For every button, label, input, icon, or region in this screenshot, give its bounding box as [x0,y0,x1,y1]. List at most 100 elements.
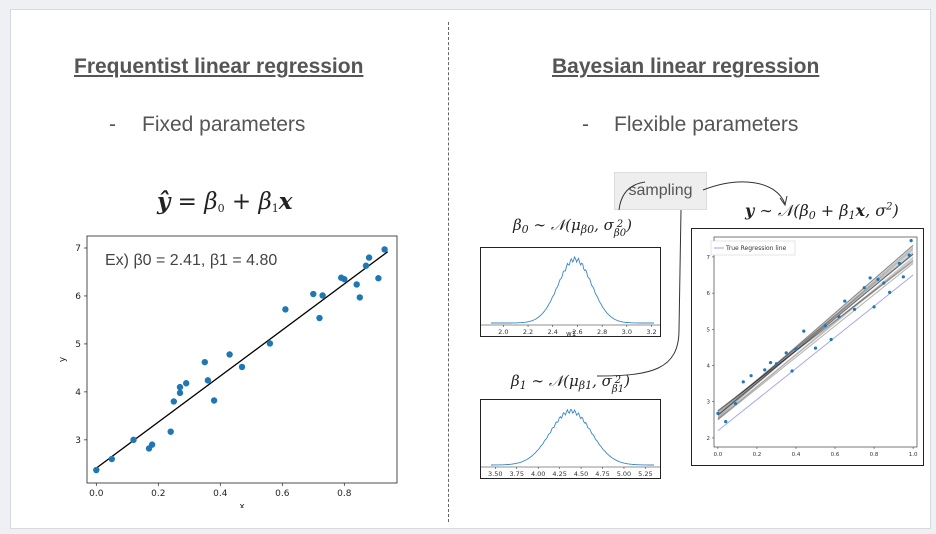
beta0-plot-label: w1 [566,330,576,336]
beta1-posterior-plot: 3.50 3.75 4.00 4.25 4.50 4.75 5.00 5.25 [480,399,661,479]
data-point [375,275,382,282]
posterior-sample-line [717,245,914,415]
beta0-distribution-label: β0 ∼ 𝒩(μβ0, σ 2 β0) [513,216,632,239]
posterior-sample-line [717,251,914,413]
bayes-x-tick-label: 1.0 [909,452,918,458]
sampling-label: sampling [628,182,693,199]
y-tick-label: 3 [75,436,81,446]
bayes-data-point [724,420,728,424]
frequentist-bullet-text: Fixed parameters [142,113,306,136]
frequentist-y-axis-label: y [58,356,68,362]
data-point [341,275,348,283]
posterior-sample-line [717,259,914,412]
bayes-data-point [909,239,913,243]
bayes-data-point [843,299,847,303]
data-point [170,398,177,405]
y-tick-label: 6 [75,292,81,302]
panel-divider [448,22,449,522]
data-point [176,389,184,397]
density-x-tick-label: 3.50 [488,470,502,478]
density-x-tick-label: 3.0 [622,328,632,336]
bayes-y-tick-label: 5 [707,327,711,333]
x-tick-label: 0.4 [213,489,228,499]
posterior-sample-line [717,248,914,419]
posterior-sample-line [717,244,914,414]
bayes-data-point [829,337,833,342]
posterior-sample-line [717,247,914,418]
density-x-tick-label: 4.00 [531,470,545,478]
frequentist-example-annotation: Ex) β0 = 2.41, β1 = 4.80 [105,252,277,269]
density-x-tick-label: 4.75 [595,470,609,478]
density-x-tick-label: 2.0 [498,328,508,336]
bayes-x-tick-label: 0.2 [753,452,762,458]
bayes-data-point [897,261,902,266]
bayesian-bullet-text: Flexible parameters [614,113,799,136]
bayesian-bullet-dash: - [582,113,589,136]
posterior-sample-line [717,261,914,411]
x-tick-label: 0.2 [151,489,165,499]
posterior-sample-line [717,249,914,418]
density-x-tick-label: 2.8 [597,328,607,336]
density-x-tick-label: 2.2 [523,328,533,336]
bayes-data-point [749,374,753,378]
frequentist-scatter-plot: 0.0 0.2 0.4 0.6 0.8 3 4 5 6 7 x y Ex) β0 = 2.41, … [58,235,398,508]
data-point [266,340,274,347]
x-tick-label: 0.0 [89,489,104,499]
x-tick-label: 0.8 [337,489,352,499]
posterior-sample-line [717,258,914,420]
data-point [362,262,370,269]
frequentist-axes-frame [86,235,398,484]
data-point [108,455,115,463]
beta0-posterior-plot: 2.0 2.2 2.4 2.6 2.8 3.0 3.2 w1 [480,247,661,338]
posterior-sample-line [717,262,914,421]
bayes-data-point [837,315,841,319]
frequentist-axes-box [86,235,398,484]
density-curve [491,408,654,466]
posterior-sample-line [717,244,914,416]
posterior-sample-line [717,260,914,411]
density-x-tick-label: 3.75 [509,470,523,478]
data-point [130,436,137,444]
bayes-data-point [733,401,738,406]
data-point [204,377,212,384]
bayes-x-tick-label: 0.0 [714,452,723,458]
bayes-data-point [872,305,876,309]
data-point [356,294,363,301]
bayes-data-point [794,347,798,351]
bayes-data-point [741,380,745,384]
density-x-tick-label: 4.50 [574,470,588,478]
density-x-tick-label: 5.00 [617,470,631,478]
sampling-label-box: sampling [614,172,707,210]
posterior-sample-line [717,253,914,413]
bayes-data-point [907,253,911,257]
bayes-data-point [882,281,886,285]
data-point [353,281,360,288]
posterior-sample-line [717,252,914,412]
bayes-data-point [769,361,773,365]
posterior-sample-line [717,259,914,420]
bayes-data-point [802,329,806,333]
posterior-sample-line [717,251,914,414]
sampling-arrows [596,181,788,377]
data-point [310,290,317,298]
frequentist-equation: ŷ = β0 + β1x [157,188,293,215]
bayes-x-tick-label: 0.8 [870,452,879,458]
data-point [167,428,174,435]
bayes-y-tick-label: 7 [707,255,711,261]
bayes-x-tick-label: 0.4 [792,452,801,458]
data-point [183,380,190,387]
data-point [238,363,246,371]
frequentist-x-axis-label: x [239,502,245,508]
bayes-data-point [862,286,866,290]
y-tick-label: 5 [75,340,81,350]
density-x-tick-label: 2.4 [548,328,558,336]
x-tick-label: 0.6 [275,489,290,499]
data-point [93,466,100,474]
posterior-sample-line [717,245,914,416]
posterior-sample-line [717,260,914,412]
posterior-sample-line [717,256,914,420]
true-regression-line [717,274,914,432]
frequentist-title: Frequentist linear regression [74,55,364,78]
bayes-data-point [888,290,892,294]
bayes-x-tick-label: 0.6 [831,452,840,458]
